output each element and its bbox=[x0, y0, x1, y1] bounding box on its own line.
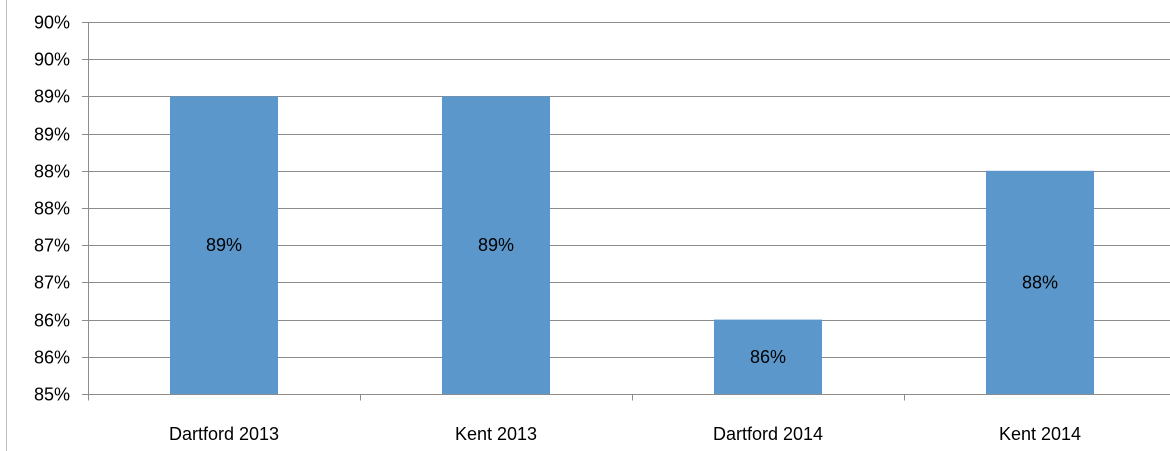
y-tick-label: 88% bbox=[34, 162, 70, 182]
bar-kent-2013 bbox=[442, 96, 550, 395]
data-label: 89% bbox=[478, 235, 514, 255]
bar-kent-2014 bbox=[986, 170, 1094, 394]
bar-dartford-2014 bbox=[714, 319, 822, 394]
left-frame-border bbox=[6, 0, 7, 451]
labels: 85% 86% 86% 87% 87% 88% 88% 89% 89% 90% 90% 89% Dart… bbox=[34, 13, 1081, 445]
y-tick-label: 85% bbox=[34, 385, 70, 405]
y-tick-label: 87% bbox=[34, 236, 70, 256]
x-category-label: Kent 2013 bbox=[455, 424, 537, 444]
data-label: 88% bbox=[1022, 272, 1058, 292]
x-category-label: Kent 2014 bbox=[999, 424, 1081, 444]
data-label: 89% bbox=[206, 235, 242, 255]
y-tick-label: 88% bbox=[34, 199, 70, 219]
y-tick-label: 90% bbox=[34, 13, 70, 33]
y-tick-label: 86% bbox=[34, 311, 70, 331]
data-label: 86% bbox=[750, 347, 786, 367]
y-tick-label: 89% bbox=[34, 87, 70, 107]
y-tick-label: 90% bbox=[34, 50, 70, 70]
x-category-label: Dartford 2013 bbox=[169, 424, 279, 444]
y-tick-label: 89% bbox=[34, 125, 70, 145]
bars bbox=[170, 96, 1094, 395]
x-category-label: Dartford 2014 bbox=[713, 424, 823, 444]
bar-dartford-2013 bbox=[170, 96, 278, 395]
y-tick-label: 87% bbox=[34, 273, 70, 293]
axes bbox=[82, 22, 1170, 401]
y-tick-label: 86% bbox=[34, 348, 70, 368]
